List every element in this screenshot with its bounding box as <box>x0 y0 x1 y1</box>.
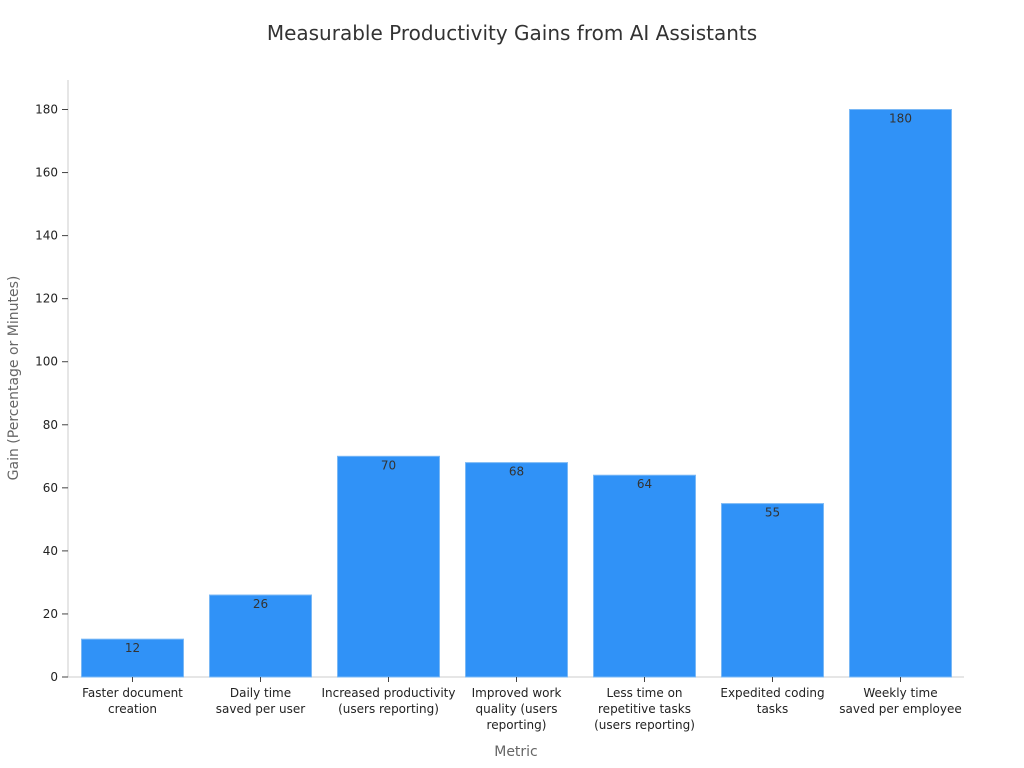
y-tick-label: 60 <box>43 481 58 495</box>
x-axis-title: Metric <box>494 744 538 760</box>
y-tick-label: 100 <box>35 355 58 369</box>
y-tick-label: 160 <box>35 166 58 180</box>
x-tick-label-line: repetitive tasks <box>598 702 691 716</box>
y-tick-label: 0 <box>50 670 58 684</box>
y-tick-label: 20 <box>43 607 58 621</box>
y-tick-label: 180 <box>35 103 58 117</box>
bar-value-label: 55 <box>765 506 780 520</box>
x-tick-label-line: saved per employee <box>839 702 962 716</box>
bar-value-label: 180 <box>889 112 912 126</box>
x-tick-label: Less time on repetitive tasks (users repor… <box>594 686 695 732</box>
x-tick-label: Improved work quality (users reporting) <box>472 686 562 732</box>
x-tick-label-line: (users reporting) <box>338 702 439 716</box>
y-tick-label: 80 <box>43 418 58 432</box>
x-tick-label-line: Weekly time <box>863 686 937 700</box>
bar <box>209 594 312 678</box>
bar <box>593 474 696 678</box>
x-tick-label: Weekly time saved per employee <box>839 686 962 716</box>
x-tick-label-line: Expedited coding <box>720 686 824 700</box>
y-axis-ticks: 0 20 40 60 80 100 120 140 160 180 <box>35 103 68 684</box>
bar-value-label: 68 <box>509 465 524 479</box>
bar <box>337 455 440 678</box>
bar <box>721 503 824 678</box>
x-tick-label-line: Faster document <box>82 686 183 700</box>
bar <box>849 109 952 678</box>
bar-value-label: 26 <box>253 597 268 611</box>
x-tick-label-line: tasks <box>757 702 789 716</box>
bar-value-label: 70 <box>381 458 396 472</box>
x-axis-labels: Faster document creation Daily time saved p… <box>82 677 962 732</box>
y-tick-label: 40 <box>43 544 58 558</box>
y-axis-title: Gain (Percentage or Minutes) <box>6 276 22 481</box>
x-tick-label: Faster document creation <box>82 686 183 716</box>
x-tick-label-line: reporting) <box>487 718 547 732</box>
x-tick-label-line: Increased productivity <box>322 686 456 700</box>
x-tick-label: Daily time saved per user <box>216 686 306 716</box>
x-tick-label-line: creation <box>108 702 157 716</box>
x-tick-label-line: Daily time <box>230 686 291 700</box>
chart-title: Measurable Productivity Gains from AI As… <box>267 21 757 45</box>
y-tick-label: 120 <box>35 292 58 306</box>
x-tick-label-line: saved per user <box>216 702 306 716</box>
bar <box>81 638 184 678</box>
y-tick-label: 140 <box>35 229 58 243</box>
bar <box>465 462 568 678</box>
x-tick-label-line: Improved work <box>472 686 562 700</box>
x-tick-label: Expedited coding tasks <box>720 686 824 716</box>
bars-group: 12 26 70 68 64 55 180 <box>81 109 952 678</box>
bar-value-label: 64 <box>637 477 652 491</box>
x-tick-label-line: (users reporting) <box>594 718 695 732</box>
x-tick-label-line: Less time on <box>606 686 682 700</box>
x-tick-label: Increased productivity (users reporting) <box>322 686 456 716</box>
bar-value-label: 12 <box>125 641 140 655</box>
x-tick-label-line: quality (users <box>476 702 558 716</box>
